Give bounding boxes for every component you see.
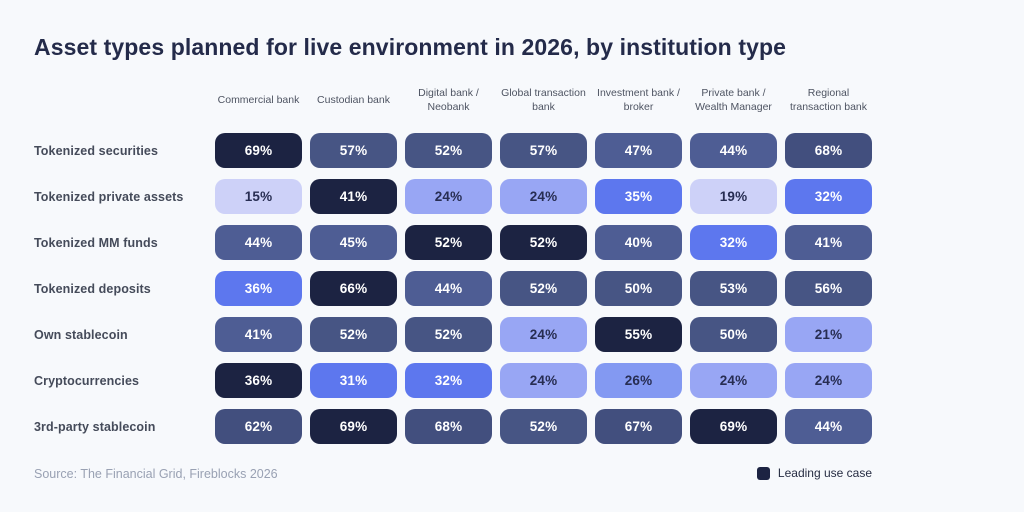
heatmap-cell: 19%: [690, 179, 777, 214]
heatmap-cell: 35%: [595, 179, 682, 214]
heatmap-cell: 68%: [405, 409, 492, 444]
heatmap-cell: 21%: [785, 317, 872, 352]
heatmap-cell: 56%: [785, 271, 872, 306]
heatmap-cell: 32%: [785, 179, 872, 214]
heatmap-cell: 69%: [310, 409, 397, 444]
row-label: Own stablecoin: [34, 327, 128, 342]
heatmap-cell: 62%: [215, 409, 302, 444]
heatmap-cell: 44%: [405, 271, 492, 306]
column-header-5: Investment bank / broker: [597, 86, 680, 113]
heatmap-cell: 24%: [690, 363, 777, 398]
heatmap-cell: 53%: [690, 271, 777, 306]
heatmap-cell: 47%: [595, 133, 682, 168]
heatmap-cell: 44%: [690, 133, 777, 168]
page-title: Asset types planned for live environment…: [34, 34, 787, 60]
heatmap-cell: 26%: [595, 363, 682, 398]
heatmap-cell: 66%: [310, 271, 397, 306]
heatmap-cell: 40%: [595, 225, 682, 260]
heatmap-cell: 41%: [785, 225, 872, 260]
heatmap-cell: 57%: [310, 133, 397, 168]
column-header-4: Global transaction bank: [501, 86, 586, 113]
legend: Leading use case: [756, 466, 872, 480]
row-label: Tokenized deposits: [34, 281, 151, 296]
heatmap-cell: 52%: [500, 225, 587, 260]
heatmap-cell: 24%: [500, 363, 587, 398]
heatmap-cell: 41%: [310, 179, 397, 214]
grid-corner-spacer: [34, 78, 207, 122]
source-note: Source: The Financial Grid, Fireblocks 2…: [34, 467, 278, 481]
heatmap-cell: 52%: [310, 317, 397, 352]
heatmap-cell: 32%: [405, 363, 492, 398]
heatmap-cell: 52%: [405, 317, 492, 352]
heatmap-cell: 52%: [405, 225, 492, 260]
heatmap-cell: 69%: [215, 133, 302, 168]
heatmap-cell: 36%: [215, 271, 302, 306]
row-label: 3rd-party stablecoin: [34, 419, 156, 434]
column-header-1: Commercial bank: [217, 93, 300, 106]
column-header-6: Private bank / Wealth Manager: [695, 86, 772, 113]
heatmap-cell: 50%: [595, 271, 682, 306]
heatmap-cell: 24%: [405, 179, 492, 214]
heatmap-cell: 50%: [690, 317, 777, 352]
leading-use-case-swatch-icon: [756, 466, 770, 480]
heatmap-cell: 15%: [215, 179, 302, 214]
heatmap-cell: 52%: [500, 271, 587, 306]
row-label: Tokenized private assets: [34, 189, 184, 204]
heatmap-cell: 55%: [595, 317, 682, 352]
legend-label: Leading use case: [777, 466, 872, 480]
heatmap-grid: Commercial bank Custodian bank Digital ban…: [34, 78, 872, 444]
heatmap-cell: 31%: [310, 363, 397, 398]
heatmap-cell: 41%: [215, 317, 302, 352]
heatmap-cell: 57%: [500, 133, 587, 168]
row-label: Tokenized MM funds: [34, 235, 158, 250]
column-header-7: Regional transaction bank: [789, 86, 868, 113]
heatmap-cell: 24%: [500, 317, 587, 352]
heatmap-cell: 44%: [215, 225, 302, 260]
column-header-2: Custodian bank: [317, 93, 390, 106]
column-header-3: Digital bank / Neobank: [418, 86, 479, 113]
heatmap-cell: 32%: [690, 225, 777, 260]
heatmap-cell: 52%: [500, 409, 587, 444]
heatmap-cell: 69%: [690, 409, 777, 444]
heatmap-cell: 24%: [500, 179, 587, 214]
heatmap-cell: 67%: [595, 409, 682, 444]
heatmap-cell: 68%: [785, 133, 872, 168]
heatmap-cell: 45%: [310, 225, 397, 260]
row-label: Cryptocurrencies: [34, 373, 140, 388]
row-label: Tokenized securities: [34, 143, 159, 158]
heatmap-cell: 24%: [785, 363, 872, 398]
heatmap-cell: 44%: [785, 409, 872, 444]
heatmap-cell: 52%: [405, 133, 492, 168]
heatmap-cell: 36%: [215, 363, 302, 398]
